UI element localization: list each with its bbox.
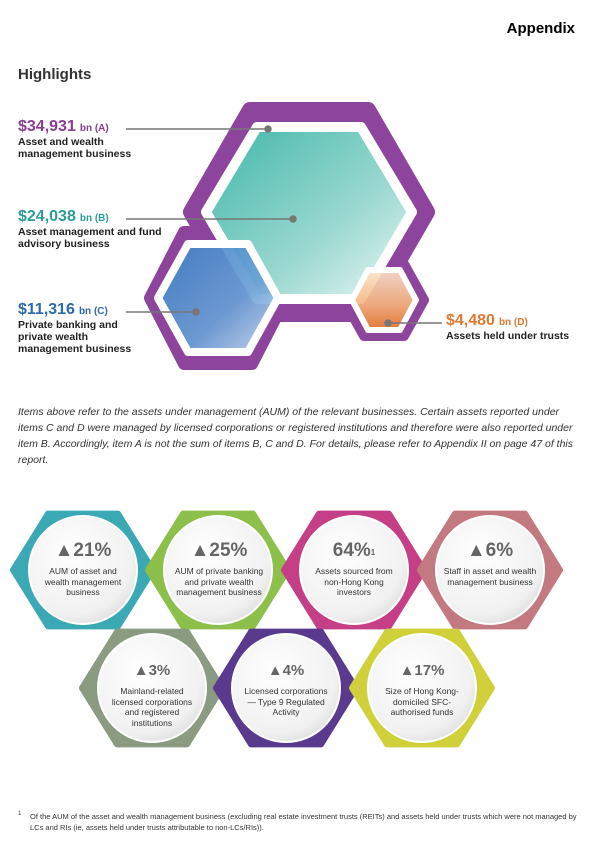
badge-type9: ▲4% Licensed corporations — Type 9 Regul… — [239, 660, 333, 718]
badge-disc — [28, 515, 138, 625]
badge-desc: Mainland-related licensed corporations a… — [111, 686, 193, 728]
connector-b-dot — [289, 215, 297, 223]
footnote-text: Of the AUM of the asset and wealth manag… — [30, 812, 577, 832]
badge-pct: ▲3% — [133, 662, 171, 679]
stat-b: $24,038 bn (B) Asset management and fund … — [18, 208, 168, 250]
stat-a: $34,931 bn (A) Asset and wealth managemen… — [18, 118, 168, 160]
badge-pct: 64%1 — [307, 540, 401, 562]
footnote-marker: 1 — [18, 811, 22, 817]
stat-d: $4,480 bn (D) Assets held under trusts — [446, 312, 586, 342]
stat-d-label: Assets held under trusts — [446, 330, 570, 342]
stat-a-value: $34,931 — [18, 118, 76, 135]
badge-pct: ▲25% — [190, 540, 248, 561]
stat-d-value: $4,480 — [446, 312, 495, 329]
stat-b-unit: bn (B) — [79, 213, 109, 224]
stat-b-value: $24,038 — [18, 208, 76, 225]
connector-c-dot — [192, 308, 200, 316]
badge-aum-private-banking: ▲25% AUM of private banking and private … — [172, 540, 266, 598]
badge-disc — [435, 515, 545, 625]
badge-mainland-related: ▲3% Mainland-related licensed corporatio… — [105, 660, 199, 728]
badge-pct: ▲6% — [466, 540, 514, 561]
badge-desc: Size of Hong Kong-domiciled SFC-authoris… — [385, 686, 459, 717]
badge-non-hk-investors: 64%1 Assets sourced from non-Hong Kong i… — [307, 540, 401, 598]
badge-pct-value: 64% — [332, 540, 371, 561]
footnote: 1 Of the AUM of the asset and wealth man… — [18, 811, 578, 833]
stat-b-label: Asset management and fund advisory busin… — [18, 226, 162, 250]
stat-a-label: Asset and wealth management business — [18, 136, 132, 160]
stat-d-unit: bn (D) — [498, 317, 528, 328]
badge-desc: Licensed corporations — Type 9 Regulated… — [244, 686, 328, 717]
badge-staff: ▲6% Staff in asset and wealth management… — [443, 540, 537, 587]
badge-pct: ▲21% — [54, 540, 112, 561]
stat-a-unit: bn (A) — [79, 123, 109, 134]
appendix-heading: Appendix — [506, 20, 575, 37]
badge-sfc-funds: ▲17% Size of Hong Kong-domiciled SFC-aut… — [375, 660, 469, 718]
badge-disc — [97, 633, 207, 743]
connector-d-dot — [384, 319, 392, 327]
badge-aum-asset-wealth: ▲21% AUM of asset and wealth management … — [36, 540, 130, 598]
badge-disc — [299, 515, 409, 625]
badge-desc: AUM of private banking and private wealt… — [174, 566, 264, 597]
highlights-title: Highlights — [18, 66, 92, 83]
badge-pct: ▲4% — [267, 662, 305, 679]
badge-disc — [163, 515, 273, 625]
stat-c-unit: bn (C) — [78, 306, 108, 317]
badge-pct: ▲17% — [399, 662, 445, 679]
stat-c-label: Private banking and private wealth manag… — [18, 319, 132, 355]
badge-desc: AUM of asset and wealth management busin… — [44, 566, 122, 597]
badge-disc — [367, 633, 477, 743]
stat-c: $11,316 bn (C) Private banking and privat… — [18, 301, 148, 355]
hexagon-d — [349, 267, 419, 333]
explanatory-note: Items above refer to the assets under ma… — [18, 406, 574, 466]
badge-desc: Staff in asset and wealth management bus… — [443, 566, 537, 587]
hexagon-c — [154, 240, 282, 356]
stat-c-value: $11,316 — [18, 301, 75, 318]
badge-disc — [231, 633, 341, 743]
badge-desc: Assets sourced from non-Hong Kong invest… — [315, 566, 393, 597]
connector-a-dot — [264, 125, 272, 133]
footnote-ref: 1 — [370, 548, 376, 557]
